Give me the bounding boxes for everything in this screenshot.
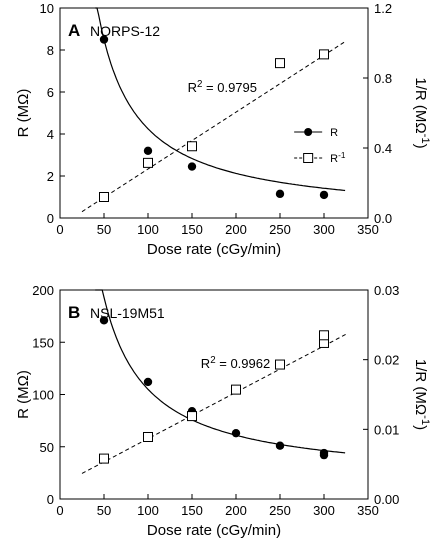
y-tick-label: 150 [32,335,54,350]
y-tick-label: 50 [40,440,54,455]
point-r [99,35,109,44]
point-rinv [231,384,241,395]
point-r [275,441,285,450]
point-r [187,162,197,171]
panel-letter: A [68,21,80,40]
y-tick-label: 10 [40,1,54,16]
point-r [143,377,153,387]
x-tick-label: 200 [225,503,247,518]
panel-a: 0 50 100 150 200 250 300 350 0 2 4 6 8 10 0.0 0.4 0.8 1.2… [15,1,431,258]
point-rinv [187,141,197,152]
point-r [99,316,109,325]
point-r [231,428,241,438]
y2-axis-label: 1/R (MΩ-1) [412,359,431,430]
point-rinv [143,431,153,442]
y2-tick-label: 0.01 [374,422,399,437]
legend-label-rinv: R-1 [330,151,346,166]
r-squared-annotation: R2 = 0.9795 [188,79,257,96]
legend-marker-rinv [303,153,314,163]
y-axis-label: R (MΩ) [15,89,32,138]
fit-curve-r [95,7,346,192]
x-tick-label: 200 [225,222,247,237]
x-tick-label: 50 [97,503,111,518]
point-rinv [187,411,197,422]
point-rinv [143,157,153,168]
x-tick-label: 0 [56,503,63,518]
y-axis-label: R (MΩ) [15,370,32,419]
y2-tick-label: 0.8 [374,71,392,86]
panel-b: 0 50 100 150 200 250 300 350 0 50 100 150 200 0.00 0.0… [15,283,431,539]
x-tick-label: 300 [313,503,335,518]
x-tick-label: 150 [181,503,203,518]
point-rinv [99,192,109,202]
panel-title: NORPS-12 [90,23,160,39]
x-tick-label: 0 [56,222,63,237]
y-tick-label: 6 [47,85,54,100]
point-rinv [275,58,285,69]
x-axis-label: Dose rate (cGy/min) [147,241,281,258]
x-tick-label: 100 [137,222,159,237]
plot-frame [59,7,369,219]
x-tick-label: 350 [357,503,379,518]
r-squared-annotation: R2 = 0.9962 [201,355,270,372]
point-r [275,189,285,199]
point-rinv [319,49,329,60]
x-tick-label: 50 [97,222,111,237]
y-tick-label: 4 [47,127,54,142]
y2-tick-label: 1.2 [374,1,392,16]
y-tick-label: 8 [47,43,54,58]
point-rinv [319,330,329,341]
point-rinv [275,359,285,370]
panel-letter: B [68,303,80,322]
x-axis-label: Dose rate (cGy/min) [147,522,281,539]
legend-marker-r [304,128,313,136]
y-tick-label: 2 [47,169,54,184]
x-tick-label: 250 [269,503,291,518]
y2-tick-label: 0.03 [374,283,399,298]
y2-tick-label: 0.00 [374,492,399,507]
point-r [143,146,153,155]
point-r [319,450,329,460]
y-tick-label: 0 [47,211,54,226]
legend-label-r: R [330,127,338,139]
x-tick-label: 100 [137,503,159,518]
y-tick-label: 0 [47,492,54,507]
x-tick-label: 350 [357,222,379,237]
y2-tick-label: 0.4 [374,141,392,156]
y-tick-label: 200 [32,283,54,298]
x-tick-label: 250 [269,222,291,237]
point-r [319,190,329,200]
y-tick-label: 100 [32,388,54,403]
point-rinv [99,453,109,464]
x-tick-label: 150 [181,222,203,237]
y2-tick-label: 0.0 [374,211,392,226]
x-tick-label: 300 [313,222,335,237]
y2-axis-label: 1/R (MΩ-1) [412,77,431,148]
fit-line-rinv [81,333,347,474]
fit-curve-r [95,289,346,454]
y2-tick-label: 0.02 [374,353,399,368]
fit-line-rinv [81,40,347,213]
